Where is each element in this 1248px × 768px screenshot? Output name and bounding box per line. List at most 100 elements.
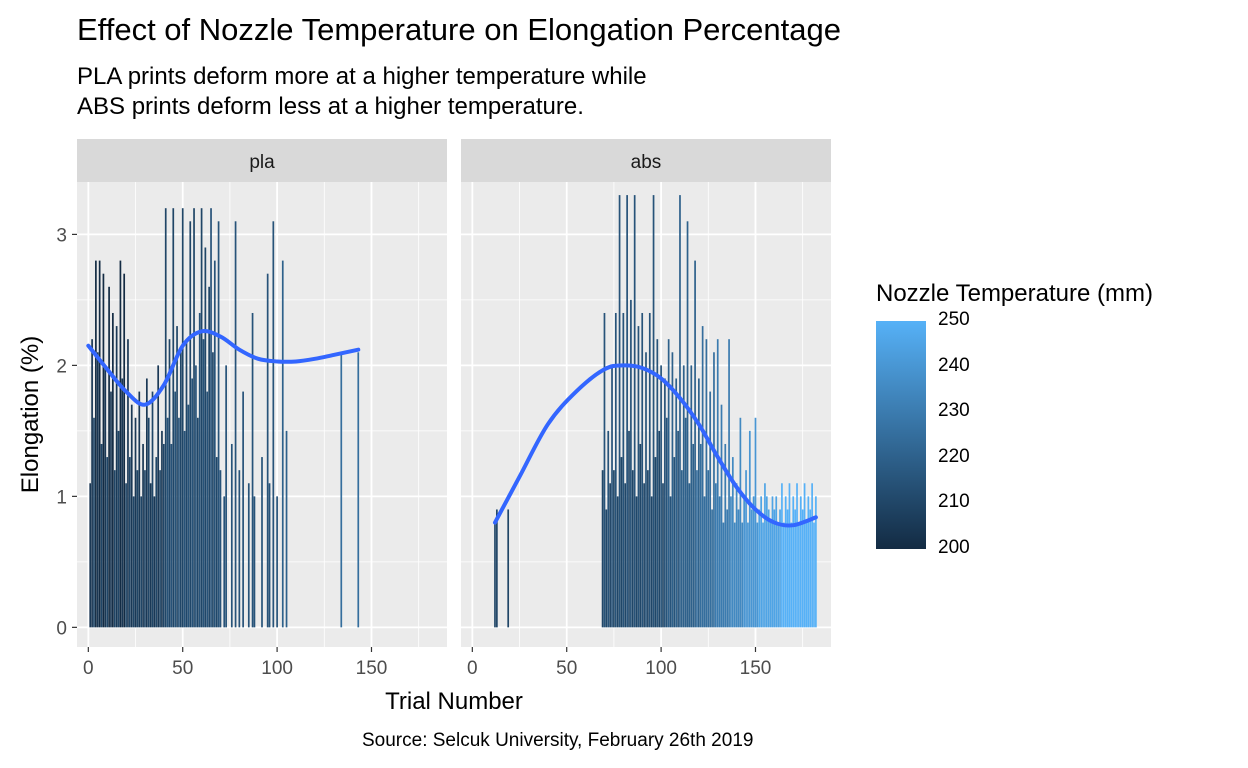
bar-abs-trial-87	[635, 496, 638, 628]
bar-pla-trial-54	[189, 221, 192, 628]
bar-pla-trial-134	[340, 352, 343, 628]
bar-abs-trial-141	[737, 509, 740, 628]
bar-abs-trial-112	[682, 365, 685, 628]
bar-abs-trial-113	[684, 417, 687, 628]
bar-pla-trial-47	[176, 326, 178, 628]
x-tick-label: 100	[645, 658, 677, 679]
bar-pla-trial-100	[276, 496, 278, 628]
bar-pla-trial-25	[134, 417, 137, 628]
bar-pla-trial-61	[202, 339, 205, 628]
bar-abs-trial-172	[796, 483, 798, 628]
bar-pla-trial-105	[285, 430, 288, 628]
bar-abs-trial-93	[647, 470, 649, 628]
bar-abs-trial-156	[765, 496, 768, 628]
bar-abs-trial-108	[675, 378, 678, 628]
bar-abs-trial-147	[748, 430, 751, 628]
bar-abs-trial-74	[611, 365, 613, 628]
legend-colorbar	[876, 321, 926, 549]
bar-pla-trial-19	[123, 273, 126, 628]
bar-pla-trial-69	[217, 221, 220, 628]
bar-pla-trial-17	[119, 260, 122, 628]
y-axis-label: Elongation (%)	[17, 336, 44, 493]
bar-pla-trial-4	[95, 260, 97, 628]
x-tick-label: 100	[261, 658, 293, 679]
bar-pla-trial-45	[172, 208, 175, 628]
bar-abs-trial-124	[705, 339, 708, 628]
x-tick-label: 0	[467, 658, 478, 679]
bar-abs-trial-118	[694, 260, 696, 628]
bar-abs-trial-102	[664, 378, 666, 628]
facet-strip-abs	[461, 139, 831, 182]
bar-pla-trial-16	[117, 430, 120, 628]
bar-pla-trial-5	[96, 352, 99, 628]
bar-abs-trial-175	[801, 509, 804, 628]
facet-label-abs: abs	[631, 152, 662, 173]
bar-abs-trial-159	[771, 496, 774, 628]
bar-pla-trial-56	[193, 208, 195, 628]
bar-pla-trial-92	[261, 457, 263, 628]
bar-abs-trial-176	[803, 483, 806, 628]
bar-abs-trial-71	[605, 509, 608, 628]
bar-pla-trial-103	[281, 260, 284, 628]
bar-pla-trial-20	[125, 483, 127, 628]
bar-pla-trial-12	[110, 391, 112, 628]
bar-abs-trial-126	[709, 391, 712, 628]
legend-tick-label: 200	[938, 537, 970, 558]
bar-abs-trial-151	[756, 522, 759, 628]
bar-pla-trial-98	[272, 221, 275, 628]
bar-abs-trial-109	[677, 430, 679, 628]
bar-abs-trial-98	[656, 339, 659, 628]
bar-pla-trial-41	[164, 208, 167, 628]
bar-abs-trial-110	[679, 195, 681, 628]
x-tick-label: 0	[83, 658, 94, 679]
bar-pla-trial-14	[113, 470, 116, 628]
bar-abs-trial-143	[741, 522, 744, 628]
bar-abs-trial-72	[607, 430, 610, 628]
x-tick-label: 150	[740, 658, 772, 679]
bar-abs-trial-100	[660, 365, 662, 628]
bar-abs-trial-173	[798, 522, 800, 628]
bar-abs-trial-80	[622, 312, 625, 628]
bar-pla-trial-143	[357, 352, 360, 628]
bar-abs-trial-111	[681, 470, 683, 628]
legend-tick-label: 220	[938, 445, 970, 467]
bar-pla-trial-88	[253, 496, 256, 628]
bar-abs-trial-157	[767, 509, 770, 628]
bar-pla-trial-67	[213, 260, 216, 628]
bar-pla-trial-39	[161, 430, 163, 628]
bar-abs-trial-97	[654, 457, 657, 628]
bar-abs-trial-149	[752, 496, 755, 628]
x-tick-label: 50	[172, 658, 193, 679]
bar-abs-trial-129	[714, 483, 717, 628]
bar-abs-trial-180	[811, 483, 813, 628]
bar-pla-trial-95	[266, 273, 269, 628]
bar-pla-trial-44	[170, 443, 173, 628]
bar-pla-trial-48	[178, 417, 180, 628]
bar-abs-trial-79	[620, 457, 623, 628]
bar-abs-trial-117	[692, 443, 695, 628]
chart-subtitle: PLA prints deform more at a higher tempe…	[77, 62, 647, 122]
bar-abs-trial-76	[614, 312, 617, 628]
bar-abs-trial-96	[652, 195, 655, 628]
bar-pla-trial-33	[149, 483, 152, 628]
chart-title: Effect of Nozzle Temperature on Elongati…	[77, 12, 841, 47]
bar-abs-trial-95	[650, 496, 653, 628]
bar-abs-trial-152	[758, 509, 761, 628]
bar-abs-trial-171	[794, 509, 796, 628]
facet-label-pla: pla	[249, 152, 275, 173]
bar-abs-trial-73	[609, 483, 611, 628]
bar-abs-trial-160	[773, 509, 776, 628]
bar-abs-trial-131	[718, 496, 721, 628]
smooth-line-abs	[492, 363, 818, 528]
bar-abs-trial-103	[665, 417, 668, 628]
bar-pla-trial-8	[102, 273, 105, 628]
bar-pla-trial-15	[115, 326, 118, 628]
bar-abs-trial-121	[699, 443, 702, 628]
bar-pla-trial-66	[212, 352, 214, 628]
bar-pla-trial-50	[181, 208, 184, 628]
bar-abs-trial-88	[637, 326, 640, 628]
bar-pla-trial-36	[155, 457, 158, 628]
bar-abs-trial-70	[603, 312, 606, 628]
x-tick-label: 50	[556, 658, 577, 679]
bar-abs-trial-146	[747, 522, 749, 628]
